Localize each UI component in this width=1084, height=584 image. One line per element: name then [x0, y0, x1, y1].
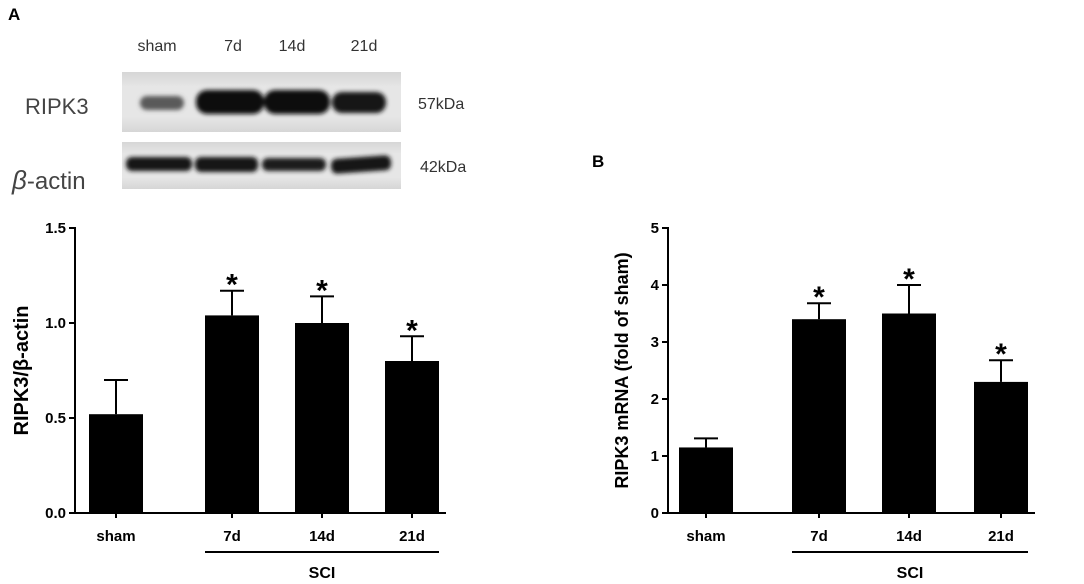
- band-ripk3-14d: [264, 90, 330, 114]
- blot-lane-label-sham: sham: [137, 38, 176, 55]
- bar-7d: [205, 315, 259, 513]
- x-tick-label-21d: 21d: [399, 528, 425, 545]
- y-tick-label: 1.0: [45, 315, 66, 332]
- y-tick-label: 2: [651, 391, 659, 408]
- band-ripk3-21d: [332, 92, 386, 113]
- blot-lane-labels: sham 7d 14d 21d: [137, 38, 377, 55]
- y-tick-label: 0.0: [45, 505, 66, 522]
- blot-bands-ripk3: [140, 90, 386, 114]
- panel-label-a: A: [8, 5, 20, 24]
- significance-asterisk: *: [903, 263, 915, 296]
- band-ripk3-sham: [140, 96, 184, 110]
- significance-asterisk: *: [226, 269, 238, 302]
- blot-row-label-ripk3: RIPK3: [25, 94, 89, 119]
- bar-14d: [882, 313, 936, 513]
- group-bracket-label: SCI: [309, 565, 336, 582]
- band-ripk3-7d: [196, 90, 264, 114]
- bar-sham: [679, 447, 733, 513]
- bar-21d: [974, 381, 1028, 513]
- blot-lane-label-21d: 21d: [351, 38, 378, 55]
- blot-bands-beta-actin: [126, 155, 392, 174]
- significance-asterisk: *: [406, 314, 418, 347]
- blot-size-label-ripk3: 57kDa: [418, 96, 464, 113]
- blot-row-ripk3: RIPK3 57kDa: [25, 72, 464, 132]
- blot-size-label-beta-actin: 42kDa: [420, 159, 466, 176]
- y-tick-label: 0.5: [45, 410, 66, 427]
- error-bar-sham: [694, 437, 718, 448]
- y-axis-label: RIPK3/β-actin: [11, 305, 33, 435]
- bar-14d: [295, 323, 349, 513]
- error-bar-14d: [897, 284, 921, 314]
- band-actin-7d: [195, 157, 258, 172]
- x-tick-label-7d: 7d: [223, 528, 241, 545]
- y-tick-label: 5: [651, 220, 659, 237]
- western-blot: sham 7d 14d 21d RIPK3 57kDa β-actin: [11, 38, 466, 195]
- error-bar-21d: [989, 359, 1013, 382]
- y-tick-label: 0: [651, 505, 659, 522]
- chart-b-ripk3-mrna-bar-chart: sham * 7d * 14d * 21d 0 1 2 3 4 5 RIPK3 mRNA (fold of…: [612, 220, 1035, 582]
- y-tick-label: 1: [651, 448, 659, 465]
- y-tick-label: 3: [651, 334, 659, 351]
- x-tick-label-sham: sham: [96, 528, 135, 545]
- x-tick-label-sham: sham: [686, 528, 725, 545]
- y-axis-label: RIPK3 mRNA (fold of sham): [612, 252, 632, 488]
- x-tick-label-14d: 14d: [309, 528, 335, 545]
- bar-sham: [89, 414, 143, 513]
- band-actin-sham: [126, 157, 192, 171]
- x-tick-label-14d: 14d: [896, 528, 922, 545]
- x-tick-label-21d: 21d: [988, 528, 1014, 545]
- blot-lane-label-7d: 7d: [224, 38, 242, 55]
- panel-label-b: B: [592, 152, 604, 171]
- error-bar-7d: [807, 302, 831, 320]
- error-bar-7d: [220, 289, 244, 316]
- significance-asterisk: *: [813, 281, 825, 314]
- error-bar-sham: [104, 379, 128, 415]
- y-tick-label: 4: [651, 277, 660, 294]
- y-tick-label: 1.5: [45, 220, 66, 237]
- band-actin-14d: [262, 158, 326, 171]
- blot-lane-label-14d: 14d: [279, 38, 306, 55]
- chart-a-ripk3-protein-bar-chart: sham * 7d * 14d * 21d 0.0 0.5 1.0 1.5 RIPK3/β-actin…: [11, 220, 446, 582]
- blot-row-beta-actin: β-actin 42kDa: [11, 142, 466, 195]
- bar-7d: [792, 319, 846, 513]
- band-actin-21d: [330, 155, 392, 174]
- significance-asterisk: *: [995, 338, 1007, 371]
- group-bracket-label: SCI: [897, 565, 924, 582]
- blot-row-label-beta-actin: β-actin: [11, 165, 86, 195]
- bar-21d: [385, 361, 439, 513]
- error-bar-14d: [310, 295, 334, 323]
- significance-asterisk: *: [316, 274, 328, 307]
- x-tick-label-7d: 7d: [810, 528, 828, 545]
- error-bar-21d: [400, 335, 424, 361]
